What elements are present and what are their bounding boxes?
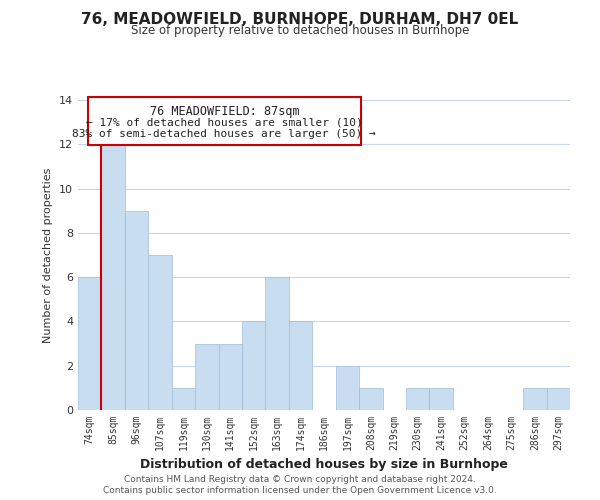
- Bar: [523, 388, 547, 410]
- FancyBboxPatch shape: [88, 97, 361, 145]
- Text: Contains HM Land Registry data © Crown copyright and database right 2024.: Contains HM Land Registry data © Crown c…: [124, 475, 476, 484]
- Bar: [101, 144, 125, 410]
- Bar: [336, 366, 359, 410]
- Bar: [78, 277, 101, 410]
- Bar: [195, 344, 218, 410]
- Text: Size of property relative to detached houses in Burnhope: Size of property relative to detached ho…: [131, 24, 469, 37]
- Text: 76, MEADOWFIELD, BURNHOPE, DURHAM, DH7 0EL: 76, MEADOWFIELD, BURNHOPE, DURHAM, DH7 0…: [82, 12, 518, 28]
- Bar: [406, 388, 430, 410]
- Bar: [430, 388, 453, 410]
- Text: 76 MEADOWFIELD: 87sqm: 76 MEADOWFIELD: 87sqm: [149, 104, 299, 118]
- Y-axis label: Number of detached properties: Number of detached properties: [43, 168, 53, 342]
- Bar: [265, 277, 289, 410]
- Bar: [148, 255, 172, 410]
- Bar: [289, 322, 312, 410]
- Bar: [242, 322, 265, 410]
- X-axis label: Distribution of detached houses by size in Burnhope: Distribution of detached houses by size …: [140, 458, 508, 471]
- Text: 83% of semi-detached houses are larger (50) →: 83% of semi-detached houses are larger (…: [73, 130, 376, 140]
- Text: ← 17% of detached houses are smaller (10): ← 17% of detached houses are smaller (10…: [86, 117, 363, 127]
- Bar: [218, 344, 242, 410]
- Text: Contains public sector information licensed under the Open Government Licence v3: Contains public sector information licen…: [103, 486, 497, 495]
- Bar: [172, 388, 195, 410]
- Bar: [359, 388, 383, 410]
- Bar: [125, 210, 148, 410]
- Bar: [547, 388, 570, 410]
